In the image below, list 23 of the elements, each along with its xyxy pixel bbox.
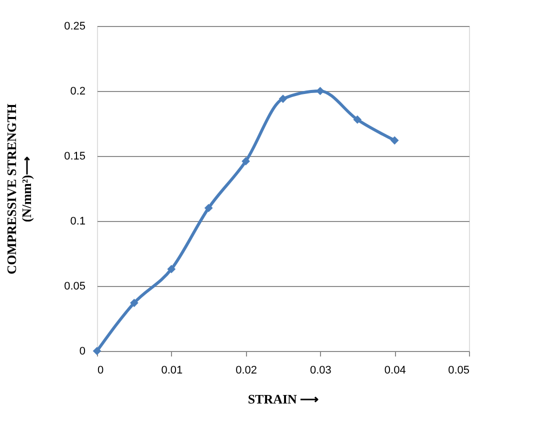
x-tick-label: 0.01 bbox=[161, 364, 183, 376]
point bbox=[316, 86, 324, 96]
y-tick-label: 0.1 bbox=[70, 216, 86, 228]
x-tick-label: 0.02 bbox=[236, 364, 258, 376]
x-tick-label: 0 bbox=[98, 364, 104, 376]
x-tick-label: 0.05 bbox=[448, 364, 470, 376]
x-tick-label: 0.03 bbox=[310, 364, 332, 376]
y-tick-label: 0 bbox=[79, 346, 86, 358]
point bbox=[204, 204, 213, 212]
point bbox=[167, 264, 176, 274]
x-axis-title: STRAIN ⟶ bbox=[248, 392, 320, 406]
point bbox=[92, 346, 102, 356]
y-tick-label: 0.05 bbox=[64, 280, 86, 292]
y-tick-label: 0.2 bbox=[70, 86, 86, 98]
point bbox=[390, 136, 399, 145]
point bbox=[242, 157, 250, 166]
y-axis-title: COMPRESSIVE STRENGTH (N/mm²)⟶ bbox=[4, 104, 34, 274]
point bbox=[353, 115, 362, 124]
y-tick-label: 0.25 bbox=[64, 20, 86, 32]
point bbox=[130, 298, 138, 308]
x-tick-label: 0.04 bbox=[384, 364, 406, 376]
y-tick-label: 0.15 bbox=[64, 150, 86, 162]
point bbox=[278, 94, 288, 103]
